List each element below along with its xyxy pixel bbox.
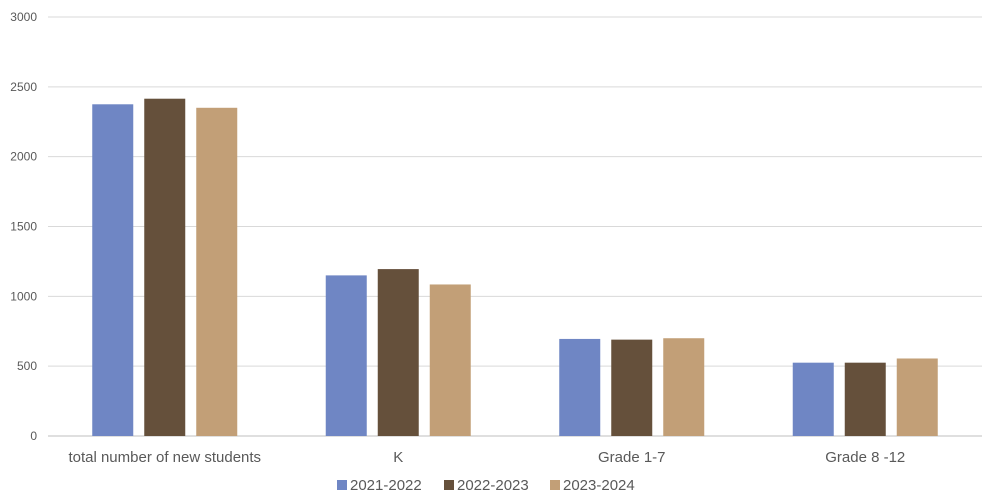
y-tick-label: 500 [17,359,37,373]
legend-swatch [444,480,454,490]
bar-2022-2023-2 [611,339,653,436]
y-tick-label: 1000 [10,289,37,303]
bar-2021-2022-2 [559,338,601,436]
y-axis: 0 500 1000 1500 2000 2500 3000 [10,10,37,443]
legend-label: 2022-2023 [457,477,529,494]
bar-2023-2024-2 [663,338,705,436]
x-axis: total number of new students K Grade 1-7 Gr… [68,449,905,466]
bar-2021-2022-1 [325,275,367,436]
y-tick-label: 2500 [10,80,37,94]
bar-2022-2023-0 [144,98,186,436]
y-tick-label: 1500 [10,220,37,234]
y-tick-label: 2000 [10,150,37,164]
x-tick-label: total number of new students [68,449,261,466]
bars [92,98,938,437]
gridlines [48,16,982,437]
x-tick-label: K [393,449,403,466]
y-tick-label: 3000 [10,10,37,24]
bar-2021-2022-3 [792,362,834,436]
legend-swatch [337,480,347,490]
legend: 2021-2022 2022-2023 2023-2024 [337,477,635,494]
x-tick-label: Grade 1-7 [598,449,666,466]
legend-label: 2023-2024 [563,477,635,494]
y-tick-label: 0 [30,429,37,443]
bar-2023-2024-0 [196,107,238,437]
x-tick-label: Grade 8 -12 [825,449,905,466]
bar-2023-2024-3 [896,358,938,436]
bar-2021-2022-0 [92,104,134,437]
bar-2022-2023-1 [377,269,419,436]
bar-2022-2023-3 [844,362,886,436]
bar-2023-2024-1 [429,284,471,436]
legend-swatch [550,480,560,490]
legend-label: 2021-2022 [350,477,422,494]
